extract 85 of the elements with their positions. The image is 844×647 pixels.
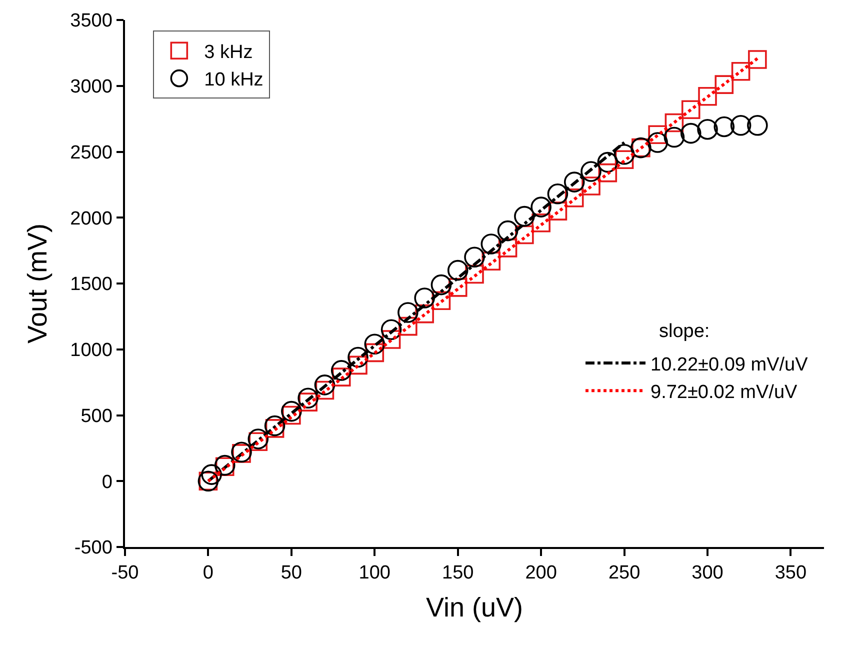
point [697, 118, 718, 140]
x-axis-title: Vin (uV) [426, 592, 524, 622]
point [432, 291, 451, 310]
legend-label: 9.72±0.02 mV/uV [650, 382, 798, 404]
point [330, 360, 352, 381]
point [515, 225, 534, 244]
y-tick-label: 1000 [70, 340, 112, 362]
point [664, 113, 684, 132]
y-tick-label: 3500 [70, 10, 112, 32]
point [348, 346, 368, 368]
point [497, 220, 518, 242]
point [514, 206, 535, 227]
y-tick-label: 0 [102, 472, 112, 493]
x-tick-label: 300 [692, 562, 724, 584]
point [315, 380, 334, 400]
point [580, 161, 602, 182]
x-tick-label: 350 [774, 562, 807, 584]
point [747, 115, 768, 136]
point [564, 188, 584, 208]
point [482, 252, 501, 270]
point [448, 278, 468, 297]
point [480, 234, 502, 254]
point [465, 264, 484, 284]
point [314, 374, 336, 396]
x-tick-label: 150 [442, 562, 474, 584]
point [248, 432, 268, 451]
y-tick-label: 1500 [70, 274, 112, 296]
annotation: slope: [659, 321, 710, 342]
point [382, 330, 401, 349]
point [614, 150, 634, 170]
point [415, 304, 434, 324]
point [530, 196, 552, 218]
point [447, 260, 468, 281]
point [647, 132, 668, 153]
point [348, 356, 368, 375]
point [730, 115, 752, 136]
x-tick-label: 200 [525, 562, 557, 584]
y-tick-label: 2500 [70, 142, 112, 164]
x-tick-label: 250 [608, 562, 640, 584]
point [332, 368, 351, 386]
point [547, 184, 568, 204]
point [614, 144, 635, 165]
point [731, 62, 750, 81]
point [664, 126, 685, 148]
x-tick-label: -50 [111, 562, 139, 584]
point [548, 202, 568, 220]
point [281, 400, 302, 422]
point [248, 428, 269, 450]
point [282, 406, 301, 425]
point [464, 246, 485, 268]
y-tick-label: -500 [74, 538, 112, 559]
point [582, 176, 600, 196]
point [398, 316, 418, 336]
x-tick-label: 50 [280, 562, 302, 584]
point [201, 464, 222, 485]
point [298, 388, 318, 409]
point [264, 415, 286, 436]
point [298, 392, 318, 412]
x-tick-label: 100 [358, 562, 390, 584]
point [498, 238, 518, 258]
x-tick-label: 0 [202, 562, 214, 584]
point [564, 172, 585, 192]
point [680, 122, 702, 144]
point [365, 343, 384, 362]
y-tick-label: 3000 [70, 76, 112, 98]
point [714, 116, 735, 138]
point [532, 214, 550, 232]
legend-label: 10 kHz [204, 70, 264, 91]
point [414, 288, 435, 308]
y-axis-title: Vout (mV) [22, 223, 53, 344]
y-tick-label: 500 [80, 406, 112, 427]
point [681, 100, 700, 119]
point [380, 319, 402, 340]
point [398, 302, 418, 323]
point [714, 75, 734, 94]
point [748, 50, 767, 69]
point [430, 274, 452, 296]
point [597, 152, 618, 173]
legend-label: 3 kHz [204, 42, 253, 63]
point [598, 163, 618, 182]
legend-label: 10.22±0.09 mV/uV [650, 354, 808, 376]
point [698, 87, 717, 106]
point [364, 334, 386, 354]
point [648, 125, 667, 144]
y-tick-label: 2000 [70, 208, 112, 230]
